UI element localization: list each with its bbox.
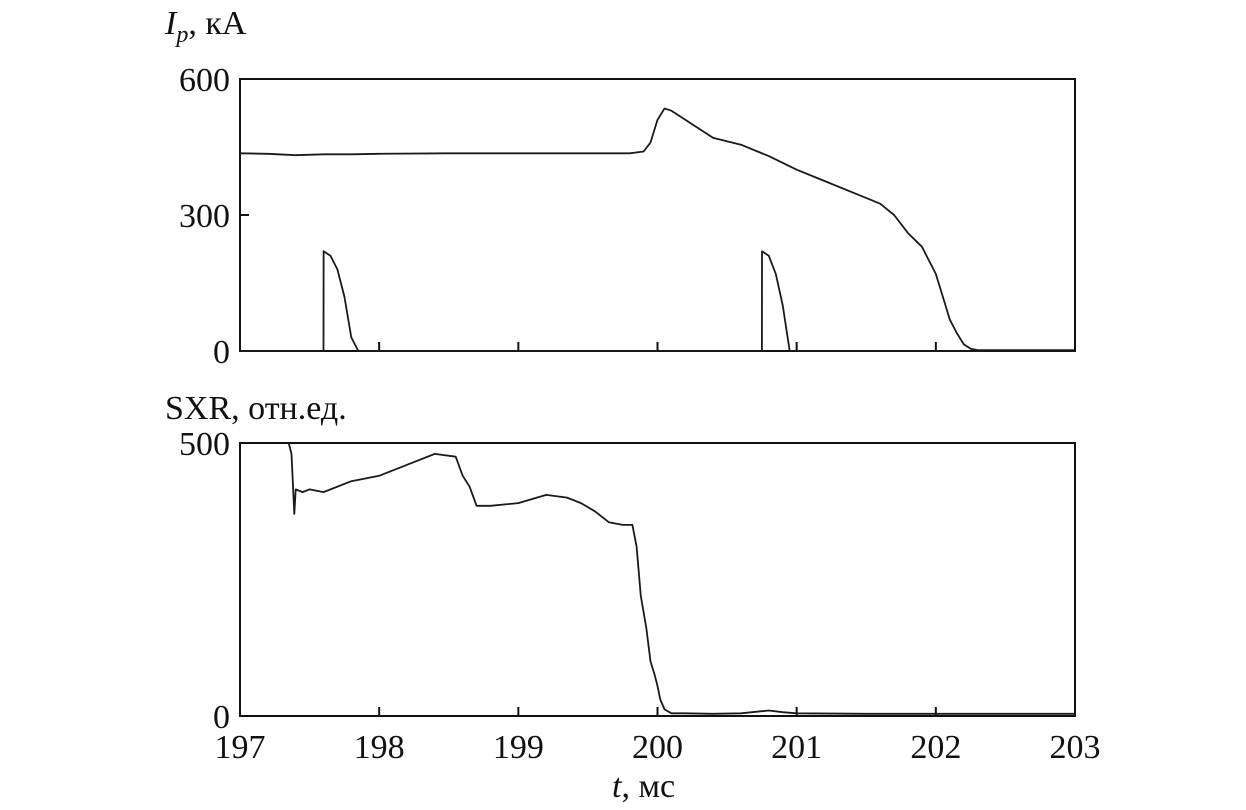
top-ytick-label-600: 600 bbox=[179, 62, 230, 99]
top-ylabel-symbol: I bbox=[164, 5, 178, 42]
bottom-ytick-label-500: 500 bbox=[179, 426, 230, 463]
top-x-ticks bbox=[378, 342, 1076, 351]
top-ytick-label-300: 300 bbox=[179, 198, 230, 235]
bottom-xtick-label-201: 201 bbox=[771, 729, 822, 766]
bottom-plot-frame bbox=[239, 442, 1076, 717]
top-series-group bbox=[239, 107, 1075, 352]
bottom-xtick-label-197: 197 bbox=[215, 729, 266, 766]
bottom-xtick-label-203: 203 bbox=[1050, 729, 1101, 766]
top-series-line-0 bbox=[239, 107, 1075, 352]
top-ytick-label-0: 0 bbox=[213, 334, 230, 371]
bottom-y-ticks: 0 500 bbox=[179, 426, 249, 736]
bottom-ylabel: SXR, отн.ед. bbox=[165, 390, 347, 427]
top-series-line-1 bbox=[240, 250, 1075, 352]
bottom-xtick-label-198: 198 bbox=[354, 729, 405, 766]
top-y-ticks: 0 300 600 bbox=[179, 62, 249, 371]
bottom-series-group bbox=[287, 442, 1075, 715]
bottom-xlabel-symbol: t bbox=[612, 768, 623, 805]
top-ylabel-unit: , кА bbox=[188, 5, 247, 42]
top-ylabel: Ip, кА bbox=[164, 5, 247, 48]
bottom-xtick-label-199: 199 bbox=[493, 729, 544, 766]
plasma-current-panel: Ip, кА 0 300 600 bbox=[164, 5, 1076, 371]
top-ylabel-subscript: p bbox=[174, 22, 188, 48]
bottom-xtick-label-200: 200 bbox=[632, 729, 683, 766]
bottom-x-ticks: 197 198 199 200 201 202 203 bbox=[215, 707, 1101, 766]
bottom-xlabel: t, мс bbox=[612, 768, 675, 805]
bottom-xtick-label-202: 202 bbox=[910, 729, 961, 766]
bottom-xlabel-unit: , мс bbox=[621, 768, 675, 805]
bottom-series-line-0 bbox=[287, 442, 1075, 715]
bottom-ytick-label-0: 0 bbox=[213, 699, 230, 736]
